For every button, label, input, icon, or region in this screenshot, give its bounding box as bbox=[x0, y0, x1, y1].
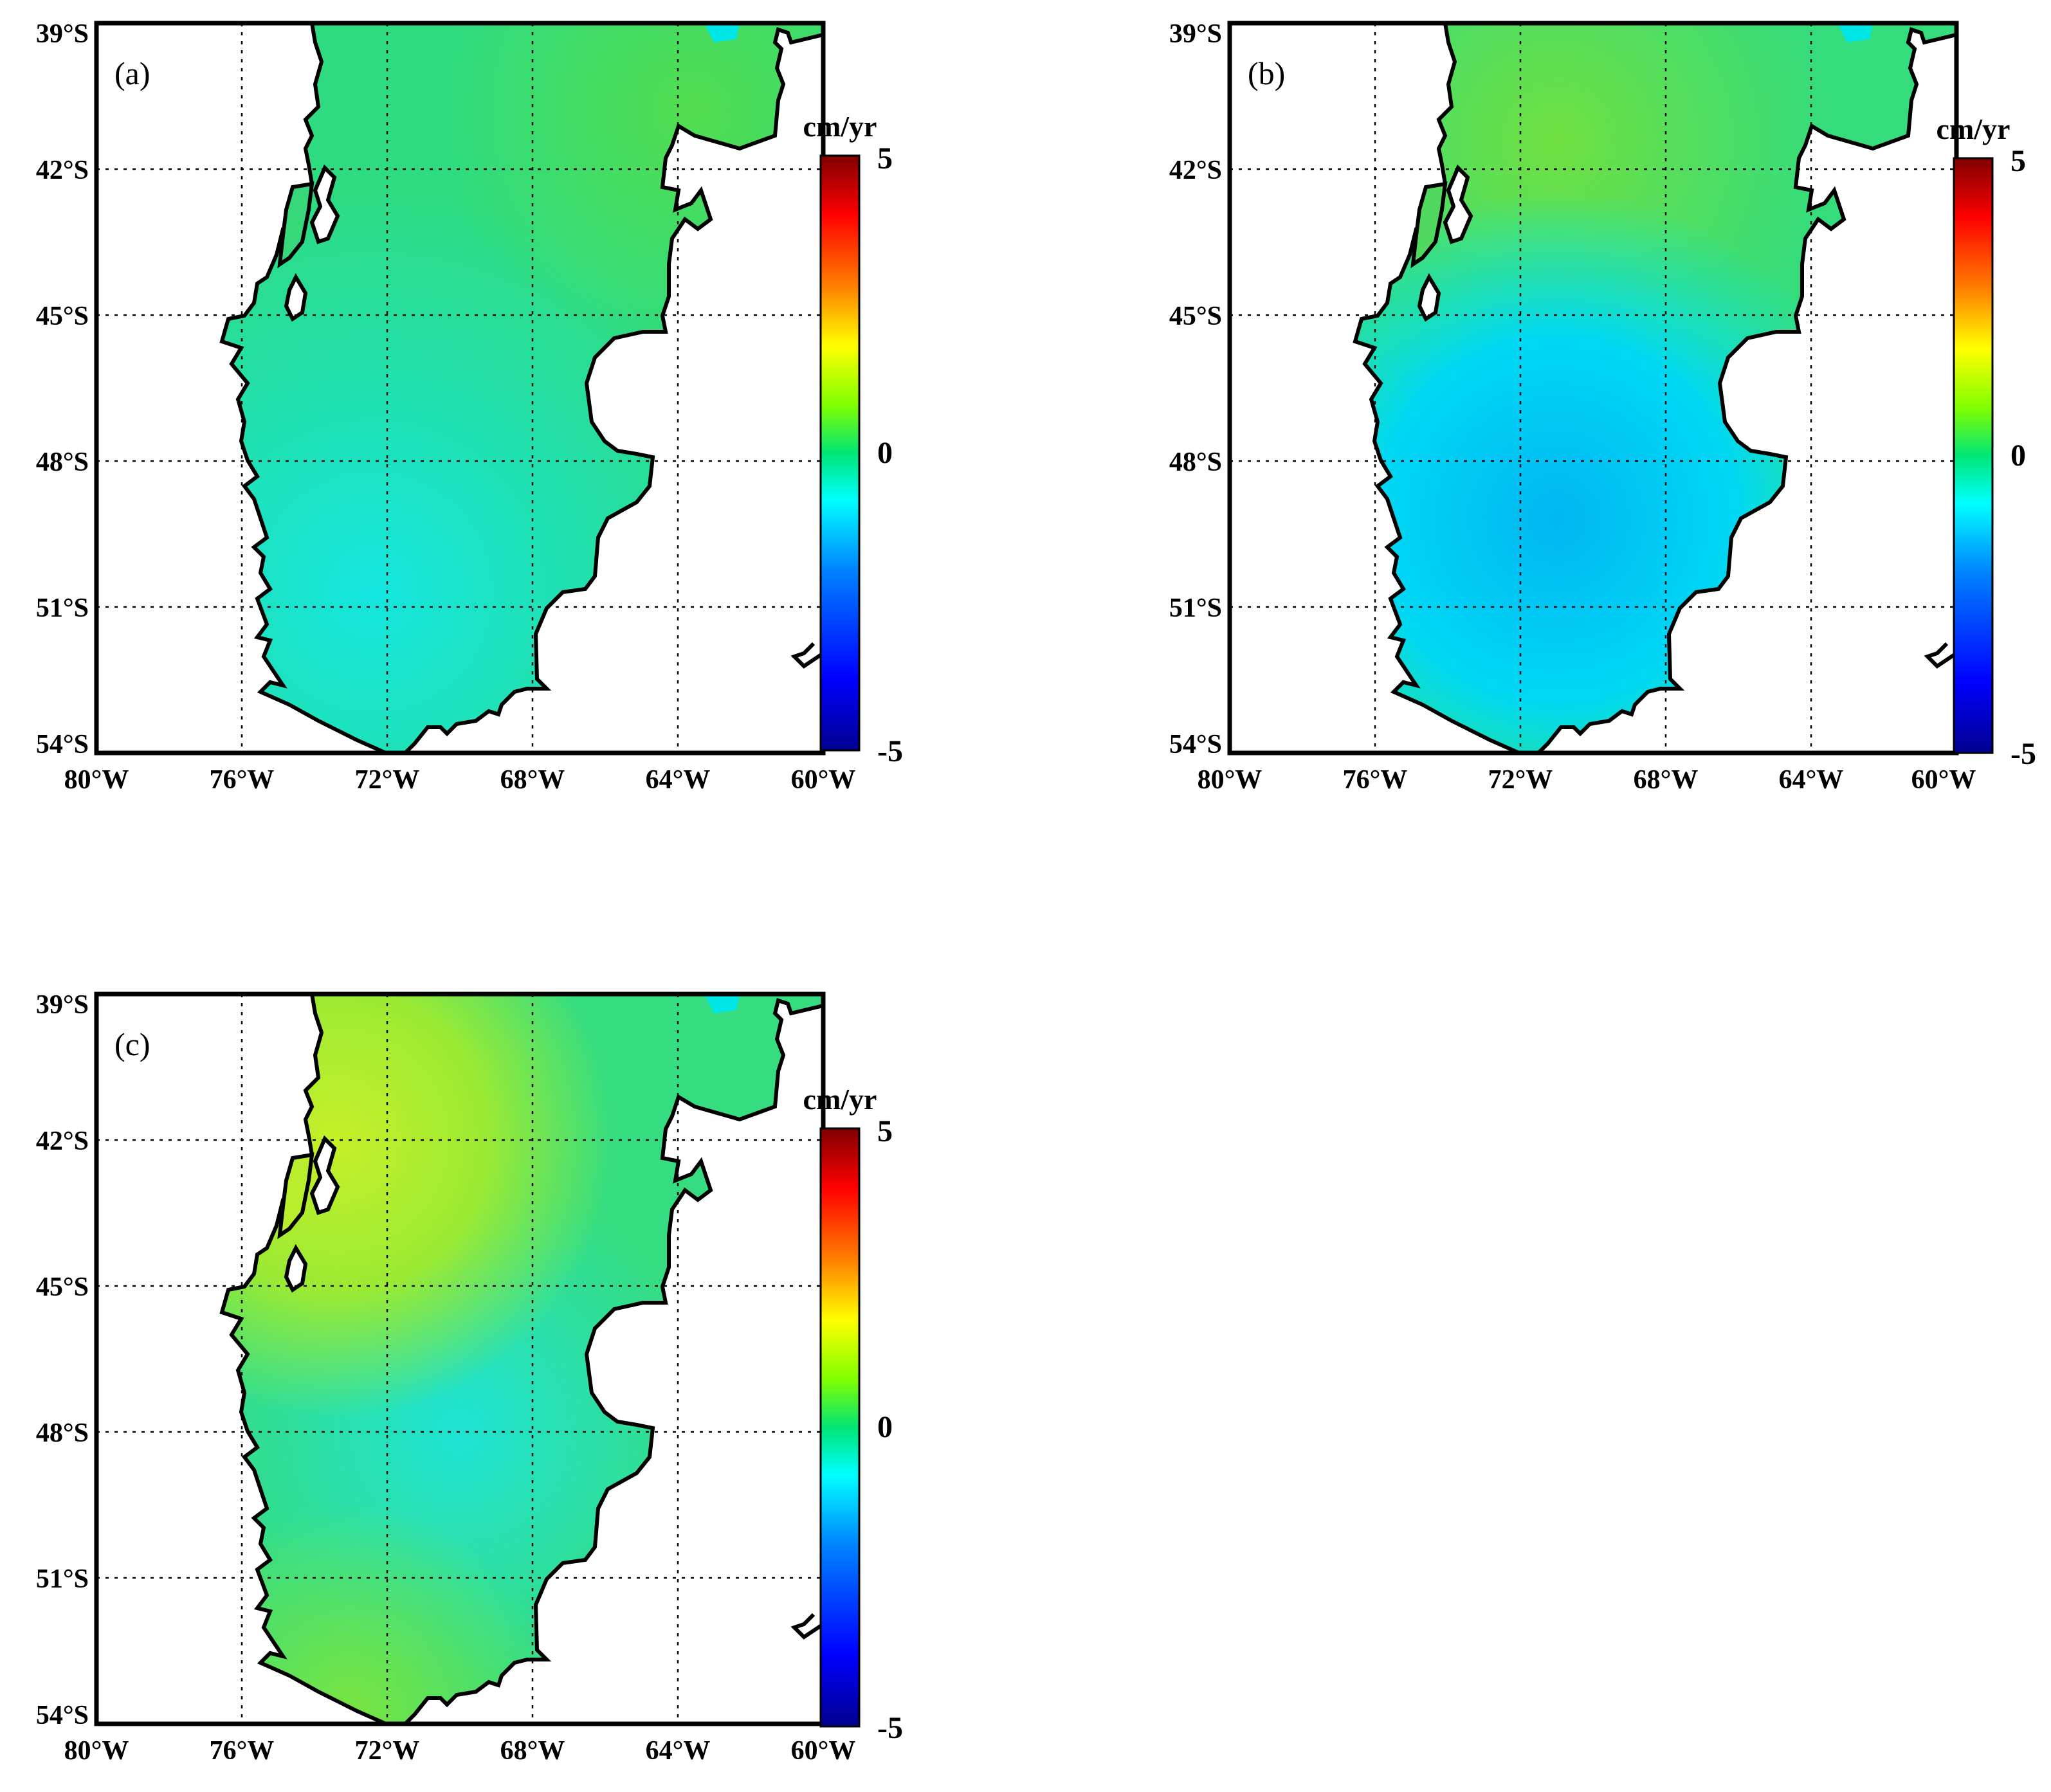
lat-labels-c: 39°S 42°S 45°S 48°S 51°S 54°S bbox=[36, 990, 89, 1730]
land-field-c bbox=[222, 994, 823, 1724]
colorbar-ramp bbox=[819, 1127, 861, 1728]
colorbar-title: cm/yr bbox=[803, 1083, 877, 1116]
panel-a: (a) 39°S 42°S 45°S 48°S 51°S 54°S 80°W 7… bbox=[36, 19, 856, 795]
panel-c: (c) 39°S 42°S 45°S 48°S 51°S 54°S 80°W 7… bbox=[36, 990, 856, 1766]
lon-labels-a: 80°W 76°W 72°W 68°W 64°W 60°W bbox=[64, 765, 856, 795]
lat-label: 45°S bbox=[36, 1272, 89, 1302]
lon-label: 72°W bbox=[355, 765, 420, 795]
lon-label: 68°W bbox=[500, 765, 565, 795]
land-field-a bbox=[222, 23, 823, 753]
colorbar-mid: 0 bbox=[877, 1410, 893, 1444]
lat-label: 39°S bbox=[1169, 19, 1222, 49]
lon-label: 76°W bbox=[210, 765, 275, 795]
colorbar-mid: 0 bbox=[877, 436, 893, 470]
lat-label: 54°S bbox=[36, 730, 89, 759]
lat-label: 51°S bbox=[36, 593, 89, 623]
colorbar-min: -5 bbox=[2010, 737, 2036, 771]
lat-label: 42°S bbox=[36, 1127, 89, 1156]
lon-label: 60°W bbox=[791, 1736, 856, 1766]
colorbar-min: -5 bbox=[877, 734, 903, 768]
colorbar-a: cm/yr 5 0 -5 bbox=[803, 110, 903, 768]
lon-labels-b: 80°W 76°W 72°W 68°W 64°W 60°W bbox=[1198, 765, 1976, 795]
lat-label: 48°S bbox=[1169, 448, 1222, 477]
lon-label: 64°W bbox=[646, 1736, 711, 1766]
lat-label: 45°S bbox=[36, 302, 89, 331]
lon-label: 72°W bbox=[1488, 765, 1553, 795]
lat-label: 54°S bbox=[1169, 730, 1222, 759]
graticule-c bbox=[96, 994, 823, 1724]
colorbar-ramp bbox=[1953, 157, 1994, 754]
colorbar-ramp bbox=[819, 154, 861, 752]
colorbar-min: -5 bbox=[877, 1711, 903, 1745]
lon-label: 76°W bbox=[210, 1736, 275, 1766]
colorbar-c: cm/yr 5 0 -5 bbox=[803, 1083, 903, 1745]
graticule-a bbox=[96, 23, 823, 753]
lon-label: 80°W bbox=[64, 1736, 129, 1766]
lon-label: 68°W bbox=[1634, 765, 1699, 795]
lon-label: 68°W bbox=[500, 1736, 565, 1766]
lon-labels-c: 80°W 76°W 72°W 68°W 64°W 60°W bbox=[64, 1736, 856, 1766]
lon-label: 64°W bbox=[646, 765, 711, 795]
lon-label: 60°W bbox=[1911, 765, 1976, 795]
colorbar-max: 5 bbox=[877, 1114, 893, 1148]
lon-label: 72°W bbox=[355, 1736, 420, 1766]
panel-label-b: (b) bbox=[1248, 55, 1285, 91]
lat-label: 45°S bbox=[1169, 302, 1222, 331]
colorbar-mid: 0 bbox=[2010, 439, 2026, 473]
lat-labels-a: 39°S 42°S 45°S 48°S 51°S 54°S bbox=[36, 19, 89, 759]
lon-label: 76°W bbox=[1343, 765, 1408, 795]
colorbar-b: cm/yr 5 0 -5 bbox=[1937, 113, 2036, 771]
lat-label: 42°S bbox=[36, 156, 89, 185]
panel-b: (b) 39°S 42°S 45°S 48°S 51°S 54°S 80°W 7… bbox=[1169, 19, 1976, 795]
panel-label-a: (a) bbox=[114, 55, 150, 91]
lat-label: 54°S bbox=[36, 1701, 89, 1730]
lat-label: 48°S bbox=[36, 448, 89, 477]
lon-label: 60°W bbox=[791, 765, 856, 795]
lon-label: 80°W bbox=[1198, 765, 1263, 795]
colorbar-max: 5 bbox=[877, 141, 893, 176]
colorbar-title: cm/yr bbox=[803, 110, 877, 143]
lat-labels-b: 39°S 42°S 45°S 48°S 51°S 54°S bbox=[1169, 19, 1222, 759]
lon-label: 80°W bbox=[64, 765, 129, 795]
lat-label: 39°S bbox=[36, 990, 89, 1020]
lon-label: 64°W bbox=[1779, 765, 1844, 795]
lat-label: 48°S bbox=[36, 1418, 89, 1448]
colorbar-max: 5 bbox=[2010, 144, 2026, 178]
lat-label: 51°S bbox=[1169, 593, 1222, 623]
lat-label: 42°S bbox=[1169, 156, 1222, 185]
graticule-b bbox=[1230, 23, 1956, 753]
lat-label: 39°S bbox=[36, 19, 89, 49]
panel-label-c: (c) bbox=[114, 1026, 150, 1062]
land-field-b bbox=[1355, 23, 1956, 753]
lat-label: 51°S bbox=[36, 1564, 89, 1594]
colorbar-title: cm/yr bbox=[1937, 113, 2010, 145]
